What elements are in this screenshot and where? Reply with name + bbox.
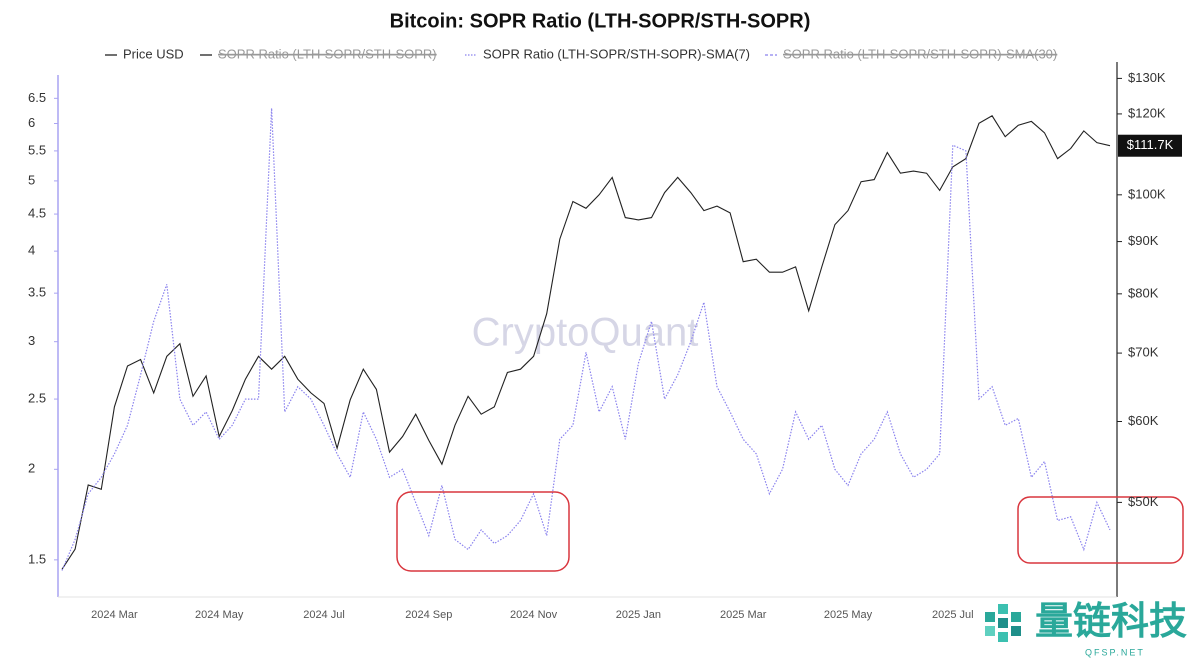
legend-label: SOPR Ratio (LTH-SOPR/STH-SOPR) [218,46,437,61]
chart-title: Bitcoin: SOPR Ratio (LTH-SOPR/STH-SOPR) [390,10,811,32]
series-line [61,115,1111,570]
x-tick-label: 2024 May [195,609,244,621]
logo-subtext: QFSP.NET [1085,647,1145,657]
legend-label: Price USD [123,46,184,61]
highlight-box [1017,496,1184,564]
y-tick-label: 4 [28,243,35,258]
y-tick-label: 2.5 [28,391,46,406]
logo-text: 量链科技 [1035,601,1187,643]
x-tick-label: 2024 Sep [405,609,452,621]
y-tick-label: 3.5 [28,285,46,300]
y2-tick-label: $80K [1128,285,1159,300]
last-value-badge [1118,134,1182,157]
x-tick-label: 2025 Jul [932,609,974,621]
y-tick-label: 5 [28,172,35,187]
y-tick-label: 1.5 [28,551,46,566]
last-value-label: $111.7K [1127,137,1174,152]
y-tick-label: 2 [28,461,35,476]
y2-tick-label: $50K [1128,494,1159,509]
logo-icon [985,604,1021,642]
highlight-box [396,491,570,572]
legend-label: SOPR Ratio (LTH-SOPR/STH-SOPR)-SMA(7) [483,46,750,61]
y-tick-label: 4.5 [28,206,46,221]
x-tick-label: 2024 Mar [91,609,138,621]
watermark: CryptoQuant [472,311,699,355]
series-line [61,108,1111,571]
y-tick-label: 6 [28,115,35,130]
legend-label: SOPR Ratio (LTH-SOPR/STH-SOPR)-SMA(30) [783,46,1057,61]
x-tick-label: 2025 May [824,609,873,621]
y-tick-label: 5.5 [28,142,46,157]
y2-tick-label: $70K [1128,345,1159,360]
y-tick-label: 6.5 [28,90,46,105]
y2-tick-label: $60K [1128,413,1159,428]
y2-tick-label: $90K [1128,233,1159,248]
x-tick-label: 2024 Nov [510,609,558,621]
plot-area [61,108,1111,571]
y2-tick-label: $120K [1128,105,1166,120]
y-tick-label: 3 [28,333,35,348]
y2-tick-label: $130K [1128,70,1166,85]
y2-tick-label: $100K [1128,186,1166,201]
x-tick-label: 2025 Mar [720,609,767,621]
x-tick-label: 2025 Jan [616,609,661,621]
x-tick-label: 2024 Jul [303,609,345,621]
